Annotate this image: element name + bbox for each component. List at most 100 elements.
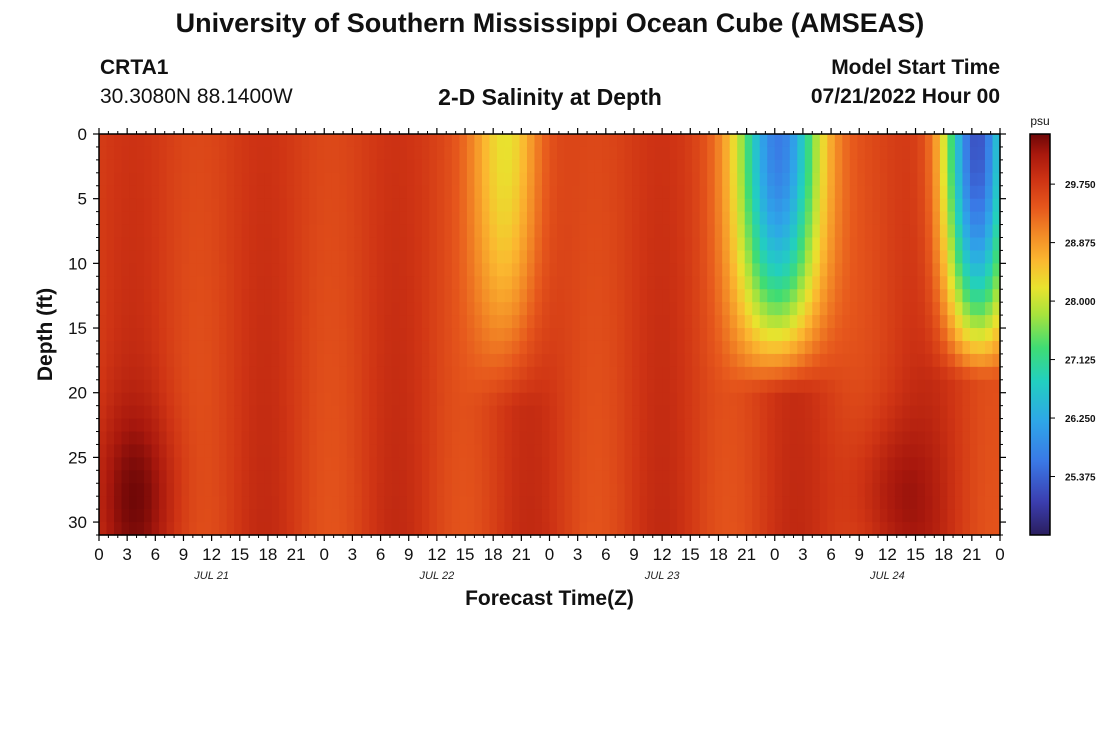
heatmap-cell: [827, 185, 836, 200]
heatmap-cell: [309, 172, 318, 187]
heatmap-cell: [939, 159, 949, 174]
heatmap-cell: [872, 470, 881, 484]
heatmap-cell: [264, 379, 273, 394]
heatmap-cell: [286, 185, 295, 200]
heatmap-cell: [459, 198, 468, 213]
heatmap-cell: [399, 483, 408, 497]
heatmap-cell: [632, 496, 641, 510]
heatmap-cell: [361, 353, 370, 368]
heatmap-cell: [714, 522, 723, 536]
heatmap-cell: [354, 509, 363, 523]
heatmap-cell: [879, 328, 888, 342]
heatmap-cell: [129, 276, 138, 290]
heatmap-cell: [331, 146, 340, 161]
heatmap-cell: [707, 289, 716, 303]
heatmap-cell: [324, 146, 333, 161]
heatmap-cell: [549, 198, 558, 213]
heatmap-cell: [361, 302, 370, 316]
heatmap-cell: [819, 457, 828, 471]
heatmap-cell: [909, 470, 919, 484]
heatmap-cell: [744, 276, 753, 290]
heatmap-cell: [429, 224, 438, 239]
heatmap-cell: [969, 302, 979, 316]
heatmap-cell: [219, 418, 228, 433]
heatmap-cell: [189, 496, 198, 510]
heatmap-cell: [962, 470, 971, 484]
heatmap-cell: [541, 366, 551, 381]
heatmap-cell: [436, 431, 445, 446]
heatmap-cell: [369, 470, 378, 484]
heatmap-cell: [737, 315, 746, 329]
heatmap-cell: [286, 250, 295, 264]
heatmap-cell: [414, 418, 423, 433]
heatmap-cell: [99, 431, 108, 446]
heatmap-cell: [466, 470, 476, 484]
heatmap-cell: [339, 522, 348, 536]
heatmap-cell: [797, 263, 806, 277]
heatmap-cell: [699, 237, 708, 252]
heatmap-cell: [399, 392, 408, 407]
heatmap-cell: [294, 302, 303, 316]
heatmap-cell: [429, 172, 438, 187]
heatmap-cell: [474, 483, 483, 497]
heatmap-cell: [519, 211, 528, 226]
heatmap-cell: [624, 159, 633, 174]
heatmap-cell: [587, 198, 596, 213]
heatmap-cell: [992, 496, 1001, 510]
heatmap-cell: [864, 353, 873, 368]
heatmap-cell: [797, 366, 806, 381]
heatmap-cell: [954, 134, 964, 148]
heatmap-cell: [804, 211, 813, 226]
heatmap-cell: [737, 418, 746, 433]
heatmap-cell: [564, 159, 573, 174]
heatmap-cell: [917, 509, 926, 523]
heatmap-cell: [774, 276, 783, 290]
heatmap-cell: [151, 431, 160, 446]
heatmap-cell: [864, 405, 873, 420]
heatmap-cell: [436, 315, 445, 329]
heatmap-cell: [737, 302, 746, 316]
heatmap-cell: [136, 483, 145, 497]
heatmap-cell: [226, 276, 235, 290]
heatmap-cell: [677, 353, 686, 368]
heatmap-cell: [587, 366, 596, 381]
heatmap-cell: [489, 237, 498, 252]
heatmap-cell: [526, 431, 536, 446]
heatmap-cell: [204, 315, 213, 329]
heatmap-cell: [136, 392, 145, 407]
heatmap-cell: [722, 522, 731, 536]
heatmap-cell: [662, 302, 671, 316]
heatmap-cell: [489, 250, 498, 264]
heatmap-cell: [369, 328, 378, 342]
heatmap-cell: [767, 509, 776, 523]
heatmap-cell: [271, 470, 280, 484]
heatmap-cell: [271, 379, 280, 394]
heatmap-cell: [977, 509, 986, 523]
heatmap-cell: [662, 237, 671, 252]
heatmap-cell: [564, 509, 573, 523]
heatmap-cell: [451, 431, 460, 446]
heatmap-cell: [962, 405, 971, 420]
heatmap-cell: [684, 250, 693, 264]
heatmap-cell: [151, 444, 160, 458]
heatmap-cell: [947, 340, 956, 355]
heatmap-cell: [99, 159, 108, 174]
heatmap-cell: [932, 483, 941, 497]
heatmap-cell: [992, 509, 1001, 523]
heatmap-cell: [684, 522, 693, 536]
heatmap-cell: [759, 302, 768, 316]
heatmap-cell: [639, 224, 648, 239]
heatmap-cell: [196, 431, 205, 446]
heatmap-cell: [331, 185, 340, 200]
heatmap-cell: [602, 250, 611, 264]
heatmap-cell: [114, 302, 123, 316]
heatmap-cell: [174, 276, 183, 290]
heatmap-cell: [669, 457, 678, 471]
heatmap-cell: [339, 328, 348, 342]
heatmap-cell: [819, 315, 828, 329]
heatmap-cell: [129, 379, 138, 394]
heatmap-cell: [166, 418, 175, 433]
heatmap-cell: [714, 444, 723, 458]
heatmap-cell: [144, 159, 153, 174]
heatmap-cell: [219, 392, 228, 407]
